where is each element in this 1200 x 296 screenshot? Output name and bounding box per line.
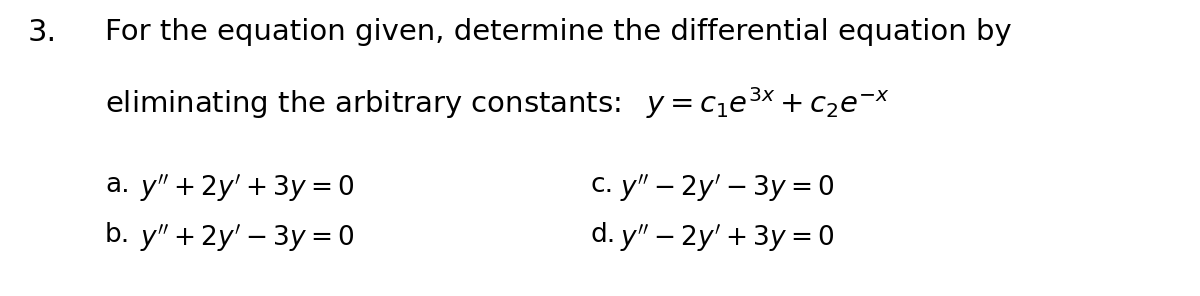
Text: c.: c. [590,172,613,198]
Text: 3.: 3. [28,18,58,47]
Text: For the equation given, determine the differential equation by: For the equation given, determine the di… [106,18,1012,46]
Text: b.: b. [106,222,131,248]
Text: eliminating the arbitrary constants:  $y = c_1e^{3x} + c_2e^{-x}$: eliminating the arbitrary constants: $y … [106,85,890,121]
Text: d.: d. [590,222,616,248]
Text: $y'' + 2y' + 3y = 0$: $y'' + 2y' + 3y = 0$ [140,172,354,204]
Text: a.: a. [106,172,130,198]
Text: $y'' + 2y' - 3y = 0$: $y'' + 2y' - 3y = 0$ [140,222,354,254]
Text: $y'' - 2y' + 3y = 0$: $y'' - 2y' + 3y = 0$ [620,222,834,254]
Text: $y'' - 2y' -3y = 0$: $y'' - 2y' -3y = 0$ [620,172,834,204]
